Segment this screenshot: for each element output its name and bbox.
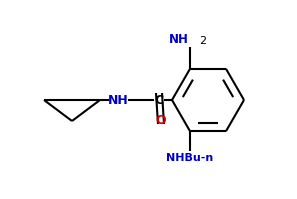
Text: C: C: [154, 94, 164, 106]
Text: NHBu-n: NHBu-n: [166, 153, 214, 163]
Text: NH: NH: [169, 33, 189, 46]
Text: 2: 2: [199, 36, 206, 46]
Text: NH: NH: [108, 94, 128, 106]
Text: O: O: [156, 114, 166, 127]
